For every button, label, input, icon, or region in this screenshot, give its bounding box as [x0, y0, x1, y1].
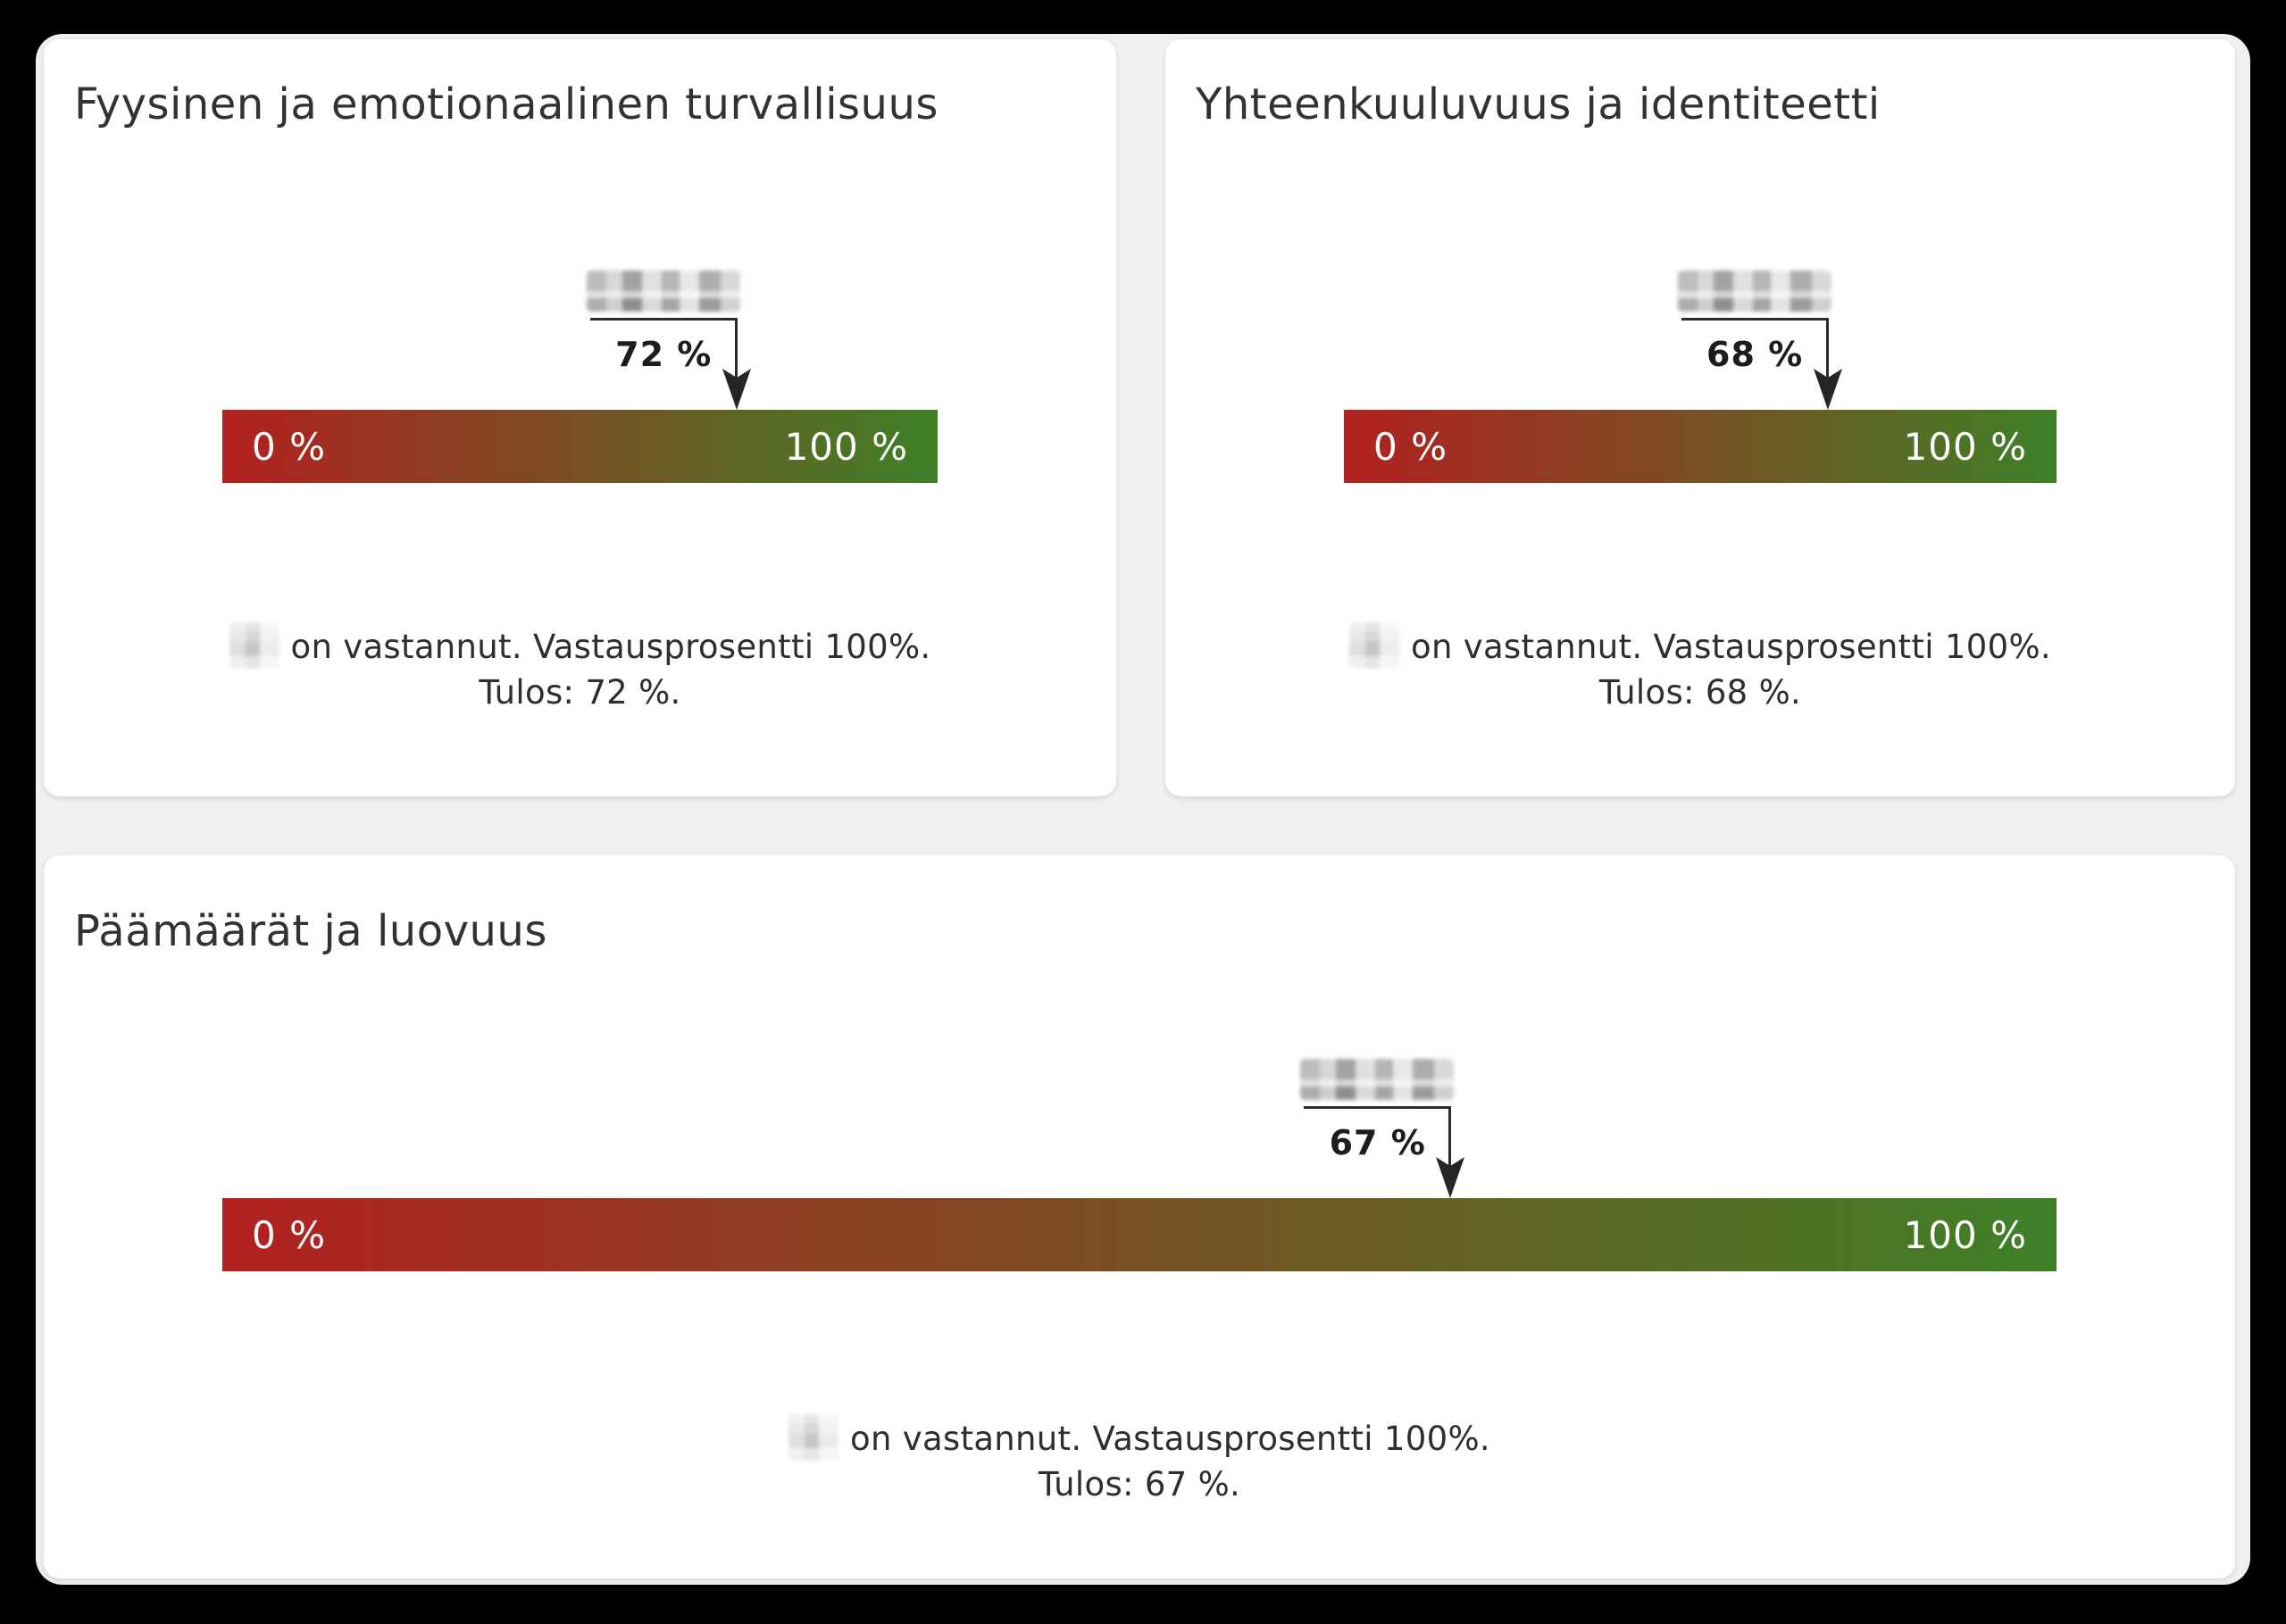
card-title: Fyysinen ja emotionaalinen turvallisuus	[74, 79, 939, 129]
connector-horizontal-line	[1681, 318, 1829, 321]
redacted-name-inline	[229, 622, 279, 669]
score-percent-label: 67 %	[1329, 1123, 1426, 1162]
summary-line-1: on vastannut. Vastausprosentti 100%.	[1165, 622, 2235, 670]
report-canvas: Fyysinen ja emotionaalinen turvallisuus …	[36, 34, 2250, 1585]
summary-block: on vastannut. Vastausprosentti 100%. Tul…	[1165, 622, 2235, 715]
arrow-down-icon	[722, 369, 751, 410]
gauge-bar: 0 % 100 %	[1344, 410, 2057, 483]
metric-card-paamaarat-ja-luovuus: Päämäärät ja luovuus 67 % 0 % 100 % on v…	[44, 855, 2235, 1578]
connector-horizontal-line	[1304, 1106, 1452, 1109]
redacted-name-inline	[1349, 622, 1400, 669]
gauge-min-label: 0 %	[252, 424, 326, 469]
connector-vertical-line	[1825, 318, 1829, 386]
redacted-name-label	[586, 271, 740, 312]
summary-line-1: on vastannut. Vastausprosentti 100%.	[44, 1414, 2235, 1462]
redacted-name-inline	[788, 1414, 839, 1461]
gauge-min-label: 0 %	[252, 1212, 326, 1257]
score-percent-label: 68 %	[1706, 335, 1804, 374]
gauge-max-label: 100 %	[1903, 424, 2027, 469]
summary-line-2: Tulos: 72 %.	[479, 673, 681, 712]
metric-card-yhteenkuuluvuus-ja-identiteetti: Yhteenkuuluvuus ja identiteetti 68 % 0 %…	[1165, 39, 2235, 796]
connector-vertical-line	[1448, 1106, 1452, 1174]
card-title: Yhteenkuuluvuus ja identiteetti	[1196, 79, 1881, 129]
arrow-down-icon	[1436, 1157, 1465, 1198]
score-percent-label: 72 %	[615, 335, 713, 374]
redacted-name-label	[1677, 271, 1831, 312]
gauge-bar: 0 % 100 %	[222, 410, 938, 483]
metric-card-fyysinen-ja-emotionaalinen-turvallisuus: Fyysinen ja emotionaalinen turvallisuus …	[44, 39, 1116, 796]
gauge-max-label: 100 %	[784, 424, 908, 469]
summary-line-2: Tulos: 67 %.	[1038, 1465, 1241, 1503]
gauge-bar: 0 % 100 %	[222, 1198, 2057, 1271]
summary-text: on vastannut. Vastausprosentti 100%.	[1411, 628, 2051, 666]
gauge-max-label: 100 %	[1903, 1212, 2027, 1257]
summary-line-2: Tulos: 68 %.	[1598, 673, 1802, 712]
summary-block: on vastannut. Vastausprosentti 100%. Tul…	[44, 622, 1116, 715]
connector-horizontal-line	[589, 318, 738, 321]
connector-vertical-line	[734, 318, 738, 386]
summary-text: on vastannut. Vastausprosentti 100%.	[850, 1420, 1490, 1458]
summary-block: on vastannut. Vastausprosentti 100%. Tul…	[44, 1414, 2235, 1507]
summary-text: on vastannut. Vastausprosentti 100%.	[290, 628, 931, 666]
arrow-down-icon	[1813, 369, 1842, 410]
card-title: Päämäärät ja luovuus	[74, 906, 547, 956]
gauge-min-label: 0 %	[1373, 424, 1448, 469]
redacted-name-label	[1300, 1059, 1455, 1100]
summary-line-1: on vastannut. Vastausprosentti 100%.	[44, 622, 1116, 670]
